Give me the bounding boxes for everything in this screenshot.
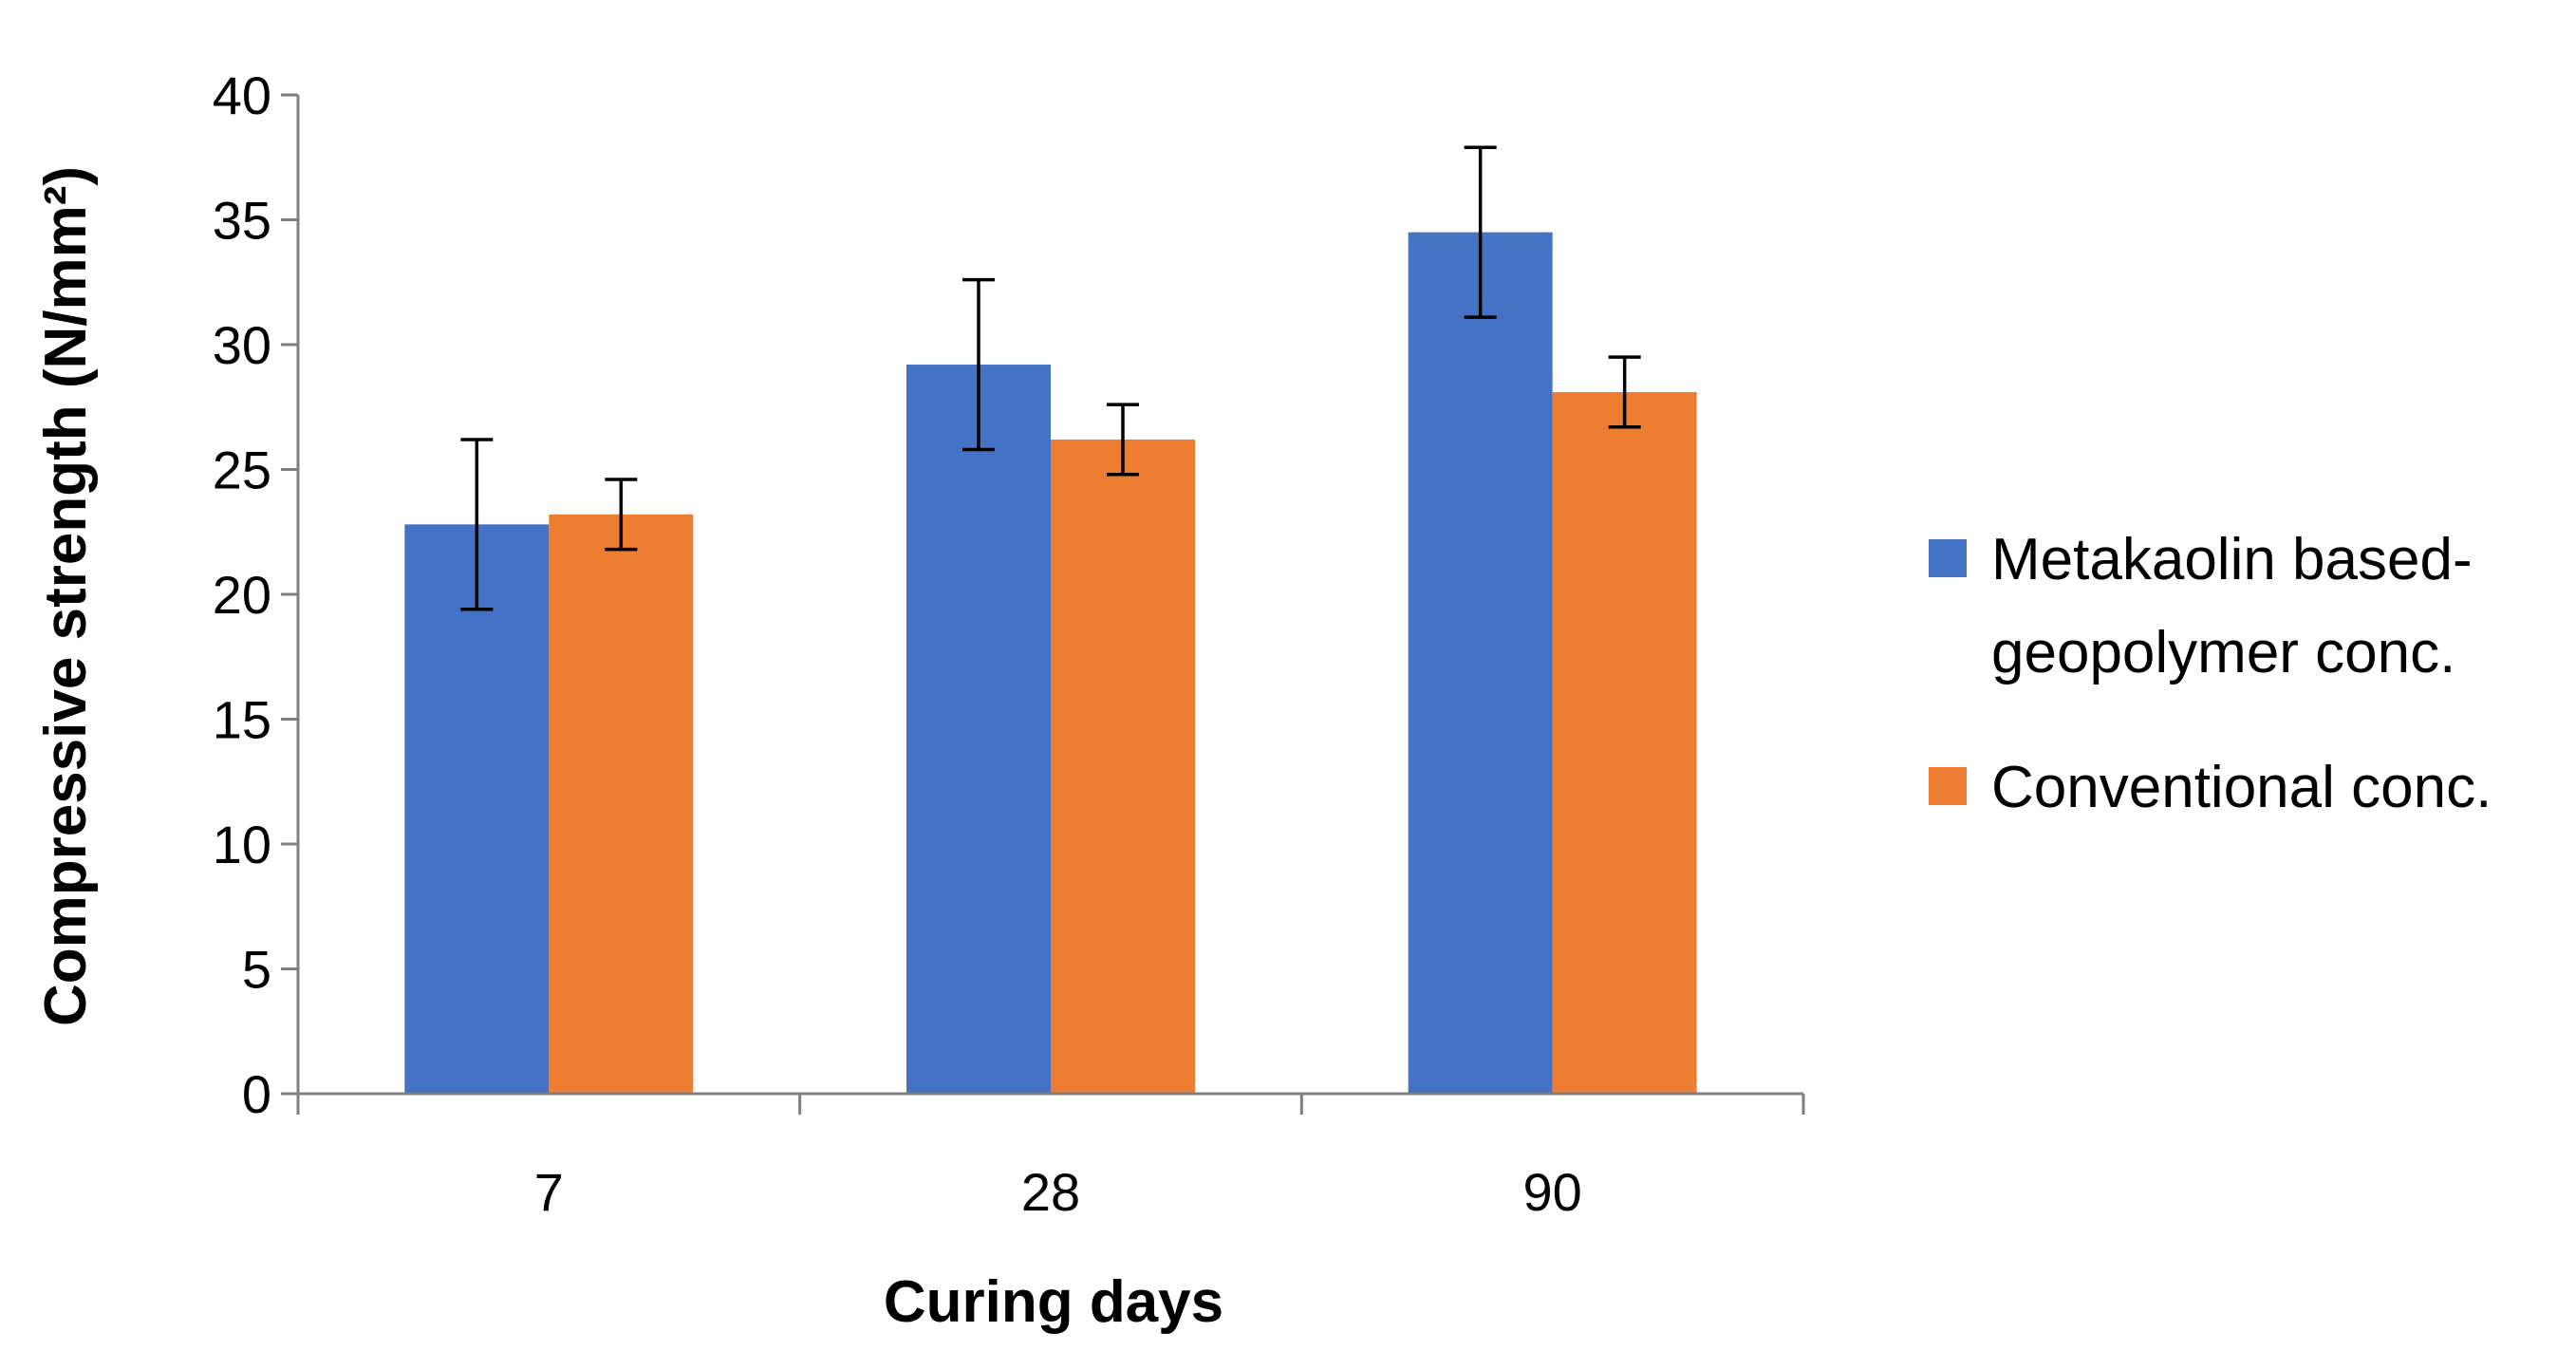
bar-conventional-28 [1051,439,1195,1094]
error-bar [460,438,494,611]
y-tick-label: 5 [242,940,271,1000]
legend: Metakaolin based-geopolymer conc. Convent… [1929,527,2492,820]
error-bar [1608,355,1641,429]
error-bar [605,478,638,552]
x-axis-title: Curing days [884,1269,1223,1335]
error-bar [1107,403,1139,477]
legend-label: geopolymer conc. [1991,620,2455,685]
y-tick-label: 15 [213,690,271,750]
bar-metakaolin-28 [906,365,1051,1094]
bars-layer [404,232,1697,1095]
error-bars-layer [460,145,1641,611]
legend-item: Metakaolin based-geopolymer conc. [1929,527,2473,685]
y-tick-label: 25 [213,441,271,500]
bar-conventional-90 [1552,391,1697,1095]
bar-conventional-7 [549,514,694,1094]
legend-label: Metakaolin based- [1991,527,2473,592]
y-tick-label: 10 [213,815,271,874]
error-bar [962,277,995,452]
y-tick-label: 20 [213,565,271,625]
legend-item: Conventional conc. [1929,755,2492,820]
x-tick-label: 28 [1021,1162,1080,1222]
x-tick-labels: 7 28 90 [534,1162,1582,1222]
y-tick-labels: 0 5 10 15 20 25 30 35 40 [213,66,271,1124]
legend-label: Conventional conc. [1991,755,2492,820]
axes-layer [281,93,1805,1115]
y-axis-title: Compressive strength (N/mm²) [33,166,99,1026]
error-bar [1464,145,1497,319]
y-tick-label: 35 [213,191,271,251]
x-tick-label: 7 [534,1162,564,1222]
y-tick-label: 30 [213,315,271,375]
legend-swatch [1929,539,1967,577]
y-tick-label: 0 [242,1064,271,1124]
legend-swatch [1929,767,1967,805]
bar-metakaolin-90 [1408,232,1553,1094]
x-tick-label: 90 [1523,1162,1582,1222]
bar-metakaolin-7 [404,524,550,1094]
y-tick-label: 40 [213,66,271,125]
